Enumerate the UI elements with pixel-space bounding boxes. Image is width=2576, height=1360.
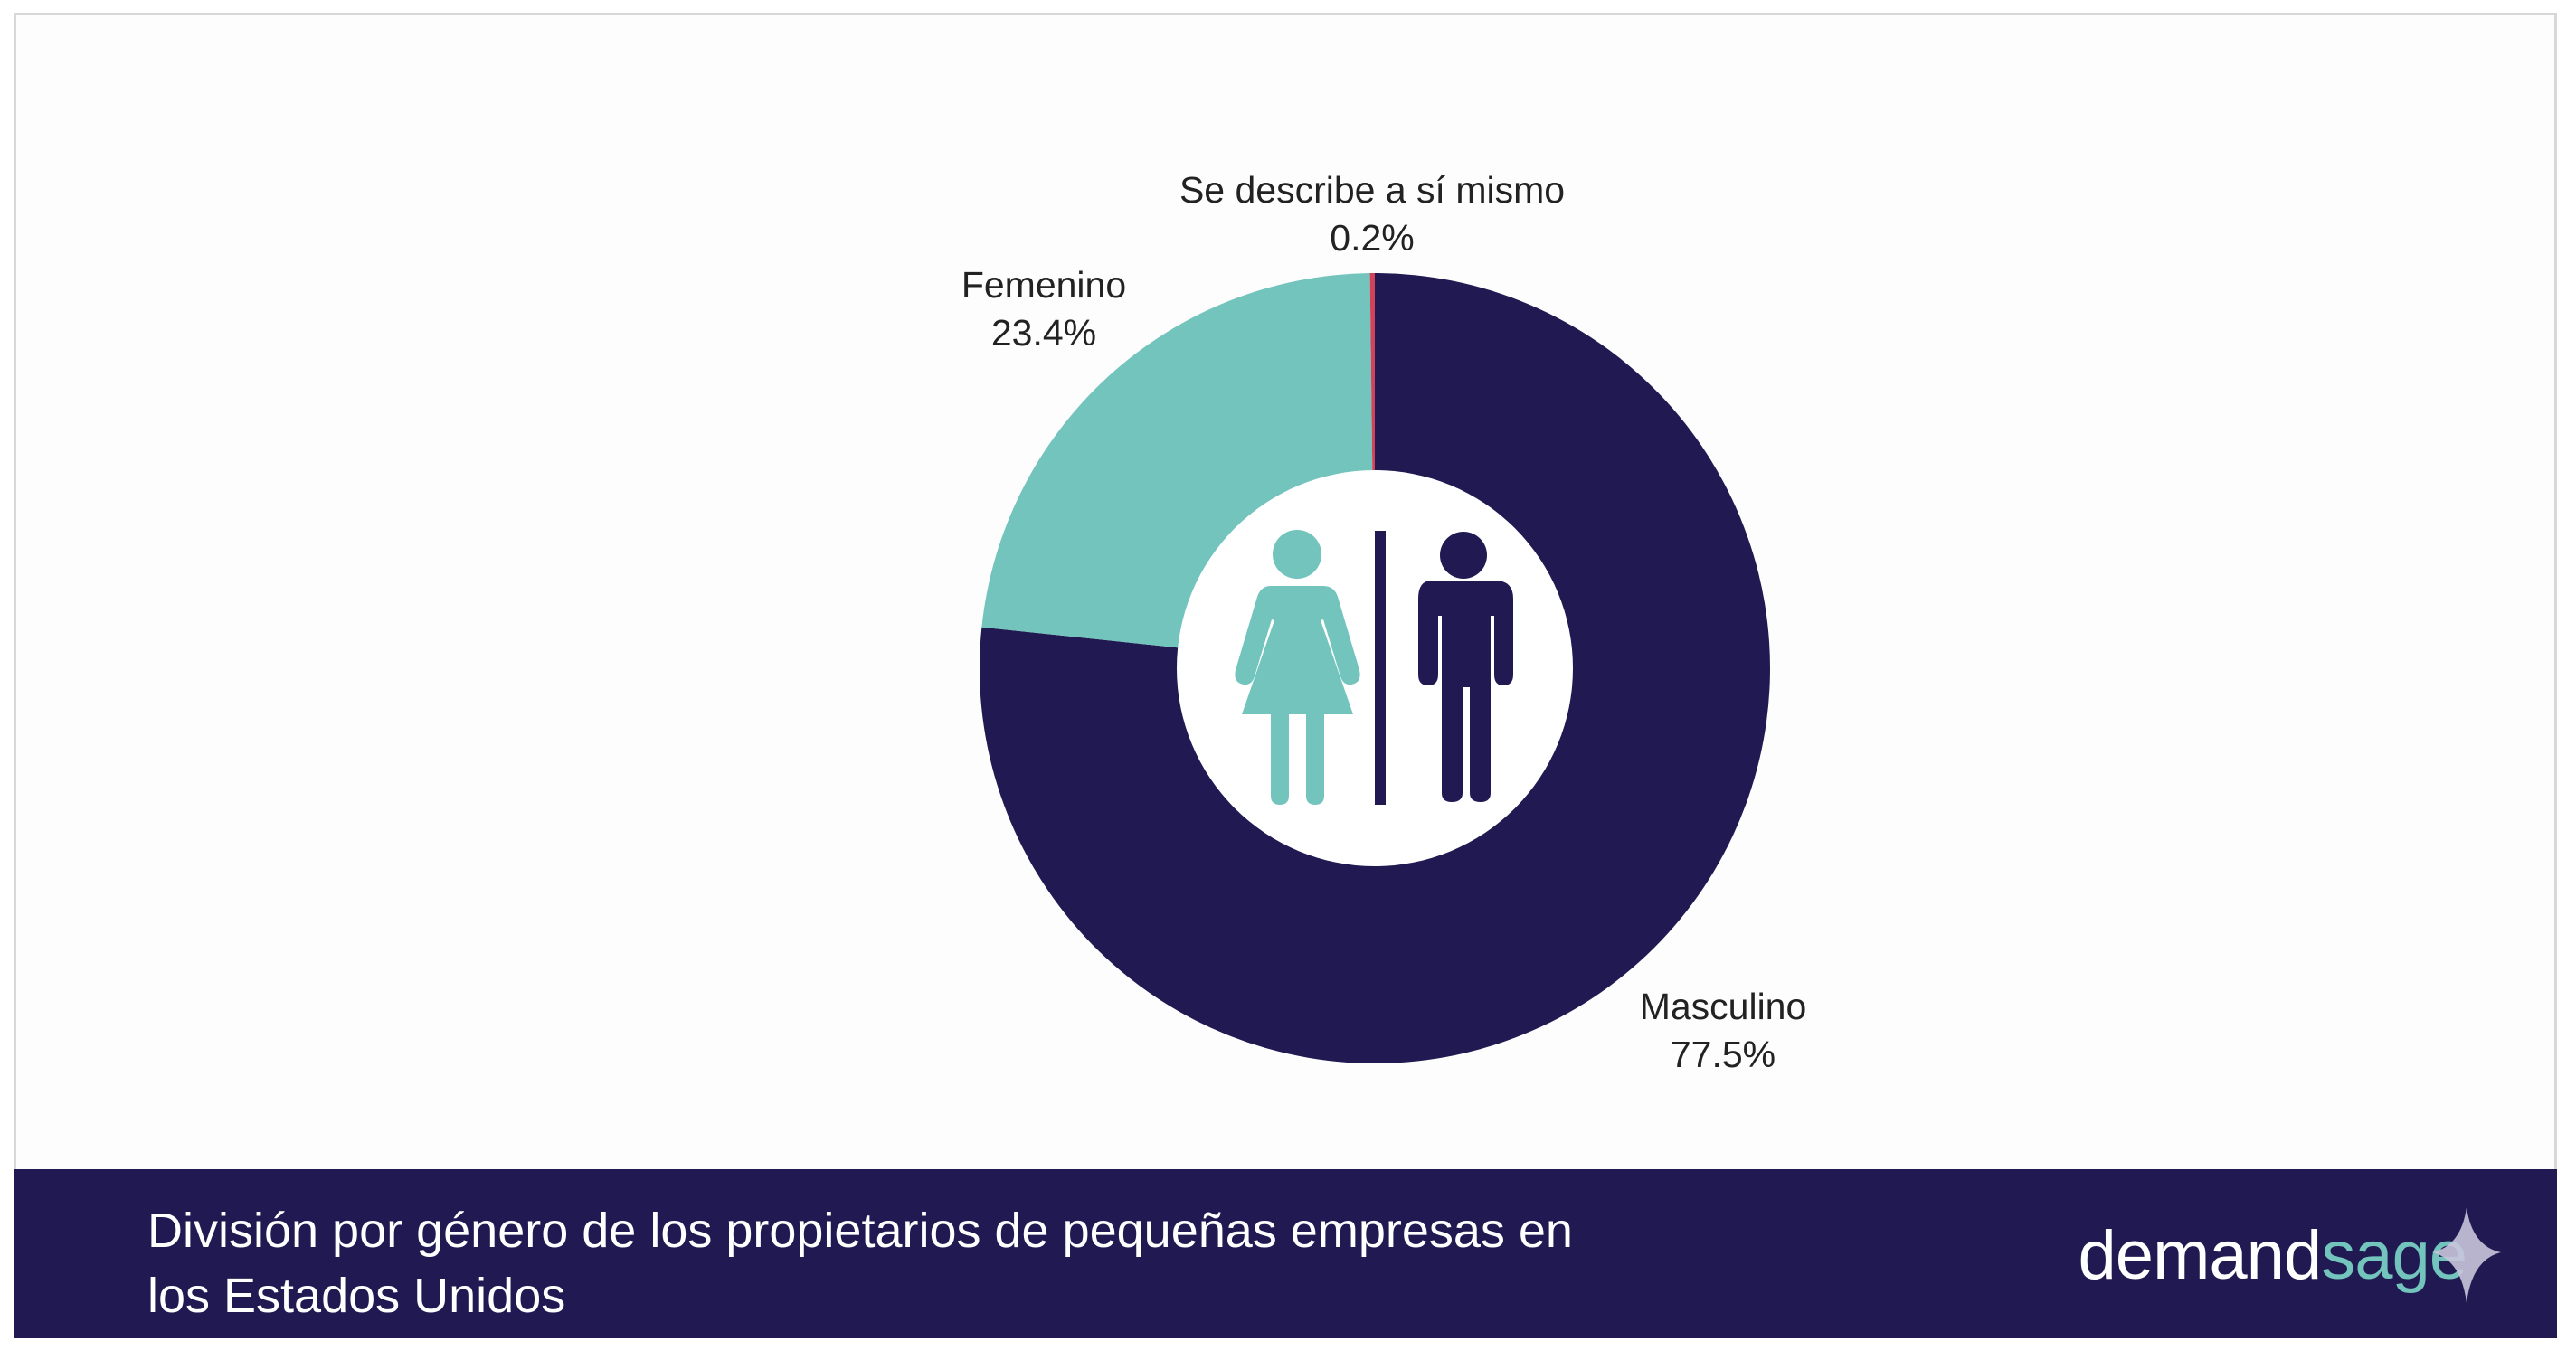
slice-femenino	[981, 273, 1373, 648]
value-self-described: 0.2%	[1330, 217, 1414, 259]
slice-masculino	[980, 273, 1770, 1064]
label-self-described: Se describe a sí mismo	[1179, 169, 1565, 211]
chart-title-line-1: División por género de los propietarios …	[147, 1204, 1573, 1258]
chart-title: División por género de los propietarios …	[147, 1198, 1866, 1328]
value-femenino: 23.4%	[991, 312, 1096, 354]
demandsage-logo: demand sage	[2079, 1205, 2503, 1305]
logo-text-demand: demand	[2078, 1216, 2323, 1294]
footer-banner: División por género de los propietarios …	[14, 1169, 2557, 1338]
value-masculino: 77.5%	[1671, 1034, 1776, 1075]
woman-icon	[1235, 530, 1360, 805]
man-icon	[1418, 532, 1513, 802]
slice-se-describe-a-s-mismo	[1369, 273, 1375, 472]
label-femenino: Femenino	[961, 264, 1126, 306]
divider-line	[1375, 531, 1386, 805]
label-masculino: Masculino	[1640, 986, 1807, 1027]
sparkle-star-icon	[2432, 1207, 2501, 1303]
chart-title-line-2: los Estados Unidos	[147, 1269, 566, 1323]
